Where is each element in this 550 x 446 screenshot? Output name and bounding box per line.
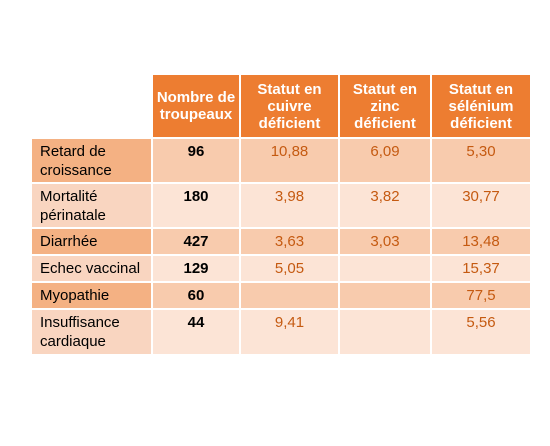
row-label: Retard de croissance bbox=[32, 137, 153, 183]
header-zinc-status: Statut en zinc déficient bbox=[339, 75, 432, 138]
copper-cell: 10,88 bbox=[240, 137, 340, 183]
herd-count-cell: 129 bbox=[152, 254, 241, 282]
table-row: Retard de croissance 96 10,88 6,09 5,30 bbox=[32, 137, 530, 183]
row-label: Diarrhée bbox=[32, 227, 153, 255]
header-herd-count: Nombre de troupeaux bbox=[152, 75, 241, 138]
copper-cell: 3,63 bbox=[240, 227, 340, 255]
copper-cell bbox=[240, 281, 340, 309]
data-table-container: Nombre de troupeaux Statut en cuivre déf… bbox=[32, 75, 530, 354]
table-row: Insuffisance cardiaque 44 9,41 5,56 bbox=[32, 308, 530, 354]
copper-cell: 9,41 bbox=[240, 308, 340, 354]
table-row: Mortalité périnatale 180 3,98 3,82 30,77 bbox=[32, 182, 530, 228]
zinc-cell bbox=[339, 254, 432, 282]
herd-count-cell: 44 bbox=[152, 308, 241, 354]
copper-cell: 3,98 bbox=[240, 182, 340, 228]
selenium-cell: 15,37 bbox=[431, 254, 530, 282]
copper-cell: 5,05 bbox=[240, 254, 340, 282]
zinc-cell: 3,03 bbox=[339, 227, 432, 255]
zinc-cell bbox=[339, 281, 432, 309]
row-label: Mortalité périnatale bbox=[32, 182, 153, 228]
herd-count-cell: 180 bbox=[152, 182, 241, 228]
selenium-cell: 5,56 bbox=[431, 308, 530, 354]
header-corner bbox=[32, 75, 153, 138]
zinc-cell: 6,09 bbox=[339, 137, 432, 183]
table-row: Myopathie 60 77,5 bbox=[32, 281, 530, 309]
herd-count-cell: 96 bbox=[152, 137, 241, 183]
selenium-cell: 13,48 bbox=[431, 227, 530, 255]
deficiency-table: Nombre de troupeaux Statut en cuivre déf… bbox=[32, 75, 530, 354]
selenium-cell: 77,5 bbox=[431, 281, 530, 309]
row-label: Myopathie bbox=[32, 281, 153, 309]
zinc-cell bbox=[339, 308, 432, 354]
selenium-cell: 5,30 bbox=[431, 137, 530, 183]
herd-count-cell: 427 bbox=[152, 227, 241, 255]
herd-count-cell: 60 bbox=[152, 281, 241, 309]
header-selenium-status: Statut en sélénium déficient bbox=[431, 75, 530, 138]
row-label: Echec vaccinal bbox=[32, 254, 153, 282]
table-row: Diarrhée 427 3,63 3,03 13,48 bbox=[32, 227, 530, 255]
table-row: Echec vaccinal 129 5,05 15,37 bbox=[32, 254, 530, 282]
header-row: Nombre de troupeaux Statut en cuivre déf… bbox=[32, 75, 530, 138]
row-label: Insuffisance cardiaque bbox=[32, 308, 153, 354]
zinc-cell: 3,82 bbox=[339, 182, 432, 228]
selenium-cell: 30,77 bbox=[431, 182, 530, 228]
header-copper-status: Statut en cuivre déficient bbox=[240, 75, 340, 138]
